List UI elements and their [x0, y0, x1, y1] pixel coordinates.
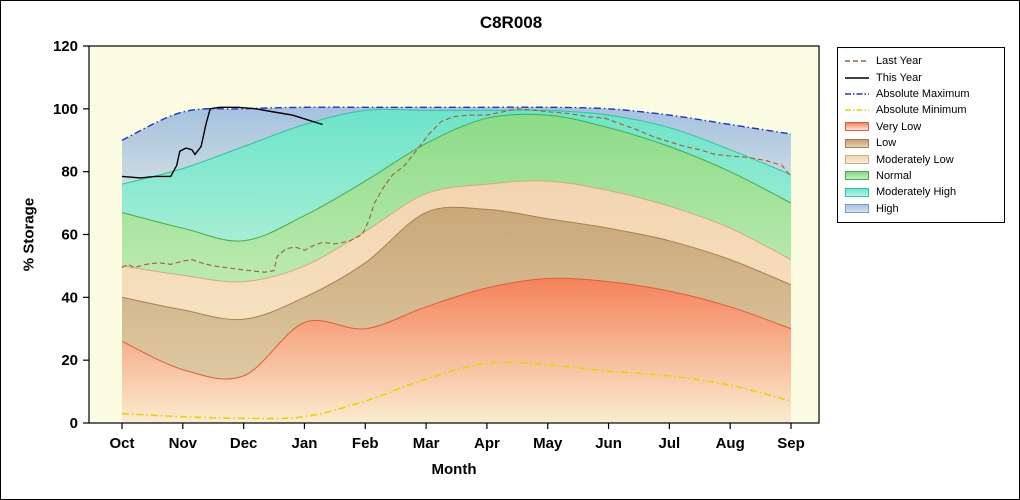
- x-tick-label: Mar: [413, 435, 440, 452]
- band-edge-moderately-low: [121, 180, 792, 283]
- very-low-swatch-icon: [845, 122, 869, 132]
- low-swatch-icon: [845, 138, 869, 148]
- band-normal: [122, 114, 791, 282]
- legend-item: Low: [845, 135, 997, 151]
- legend-label: Absolute Minimum: [876, 104, 967, 117]
- absolute-maximum-line: [121, 106, 792, 141]
- legend-label: This Year: [876, 71, 922, 84]
- legend-label: Moderately Low: [876, 153, 954, 166]
- legend-item: Normal: [845, 168, 997, 184]
- legend-label: Absolute Maximum: [876, 87, 970, 100]
- moderately-high-swatch-icon: [845, 187, 869, 197]
- band-edge-moderately-high: [121, 108, 792, 185]
- x-tick-label: Jul: [659, 435, 681, 452]
- absolute-maximum-line-icon: [845, 93, 869, 95]
- legend-item: Absolute Maximum: [845, 86, 997, 102]
- y-axis-title: % Storage: [20, 197, 38, 272]
- normal-swatch-icon: [845, 171, 869, 181]
- absolute-minimum-line: [121, 361, 792, 420]
- legend-label: Very Low: [876, 120, 922, 133]
- chart-title: C8R008: [479, 13, 543, 32]
- y-tick-label: 40: [61, 289, 78, 306]
- band-very-low: [122, 278, 791, 423]
- x-tick-label: Oct: [109, 435, 134, 452]
- x-tick-label: Sep: [777, 435, 805, 452]
- absolute-minimum-line-icon: [845, 109, 869, 112]
- legend-label: Normal: [876, 169, 912, 182]
- band-edge-very-low: [121, 277, 792, 380]
- y-tick-label: 120: [53, 38, 78, 55]
- legend-item: This Year: [845, 69, 997, 85]
- x-tick-label: Aug: [716, 435, 745, 452]
- x-tick-label: Feb: [352, 435, 379, 452]
- legend: Last Year This Year Absolute Maximum Absolu…: [837, 47, 1005, 223]
- last-year-line: [121, 108, 792, 273]
- this-year-line: [121, 106, 323, 179]
- moderately-low-swatch-icon: [845, 155, 869, 165]
- x-tick-label: Dec: [230, 435, 258, 452]
- legend-item: Absolute Minimum: [845, 102, 997, 118]
- y-tick-label: 0: [70, 415, 78, 432]
- band-moderately-high: [122, 109, 791, 242]
- x-tick-label: Jun: [595, 435, 622, 452]
- legend-item: Moderately Low: [845, 151, 997, 167]
- x-axis-title: Month: [431, 461, 477, 478]
- band-high: [122, 107, 791, 185]
- legend-label: Moderately High: [876, 186, 957, 199]
- y-tick-label: 60: [61, 227, 78, 244]
- legend-label: Low: [876, 137, 897, 150]
- y-tick-label: 20: [61, 352, 78, 369]
- legend-item: High: [845, 201, 997, 217]
- high-swatch-icon: [845, 204, 869, 214]
- legend-label: High: [876, 202, 899, 215]
- legend-item: Last Year: [845, 53, 997, 69]
- y-tick-label: 100: [53, 101, 78, 118]
- band-moderately-low: [122, 180, 791, 320]
- band-edge-low: [121, 206, 792, 321]
- x-tick-label: Apr: [474, 435, 500, 452]
- legend-item: Moderately High: [845, 184, 997, 200]
- legend-item: Very Low: [845, 119, 997, 135]
- x-tick-label: Jan: [292, 435, 318, 452]
- last-year-line-icon: [845, 60, 869, 62]
- legend-label: Last Year: [876, 55, 922, 68]
- x-tick-label: May: [533, 435, 563, 452]
- this-year-line-icon: [845, 76, 869, 79]
- band-edge-normal: [121, 113, 792, 242]
- x-tick-label: Nov: [169, 435, 198, 452]
- y-tick-label: 80: [61, 164, 78, 181]
- band-low: [122, 207, 791, 380]
